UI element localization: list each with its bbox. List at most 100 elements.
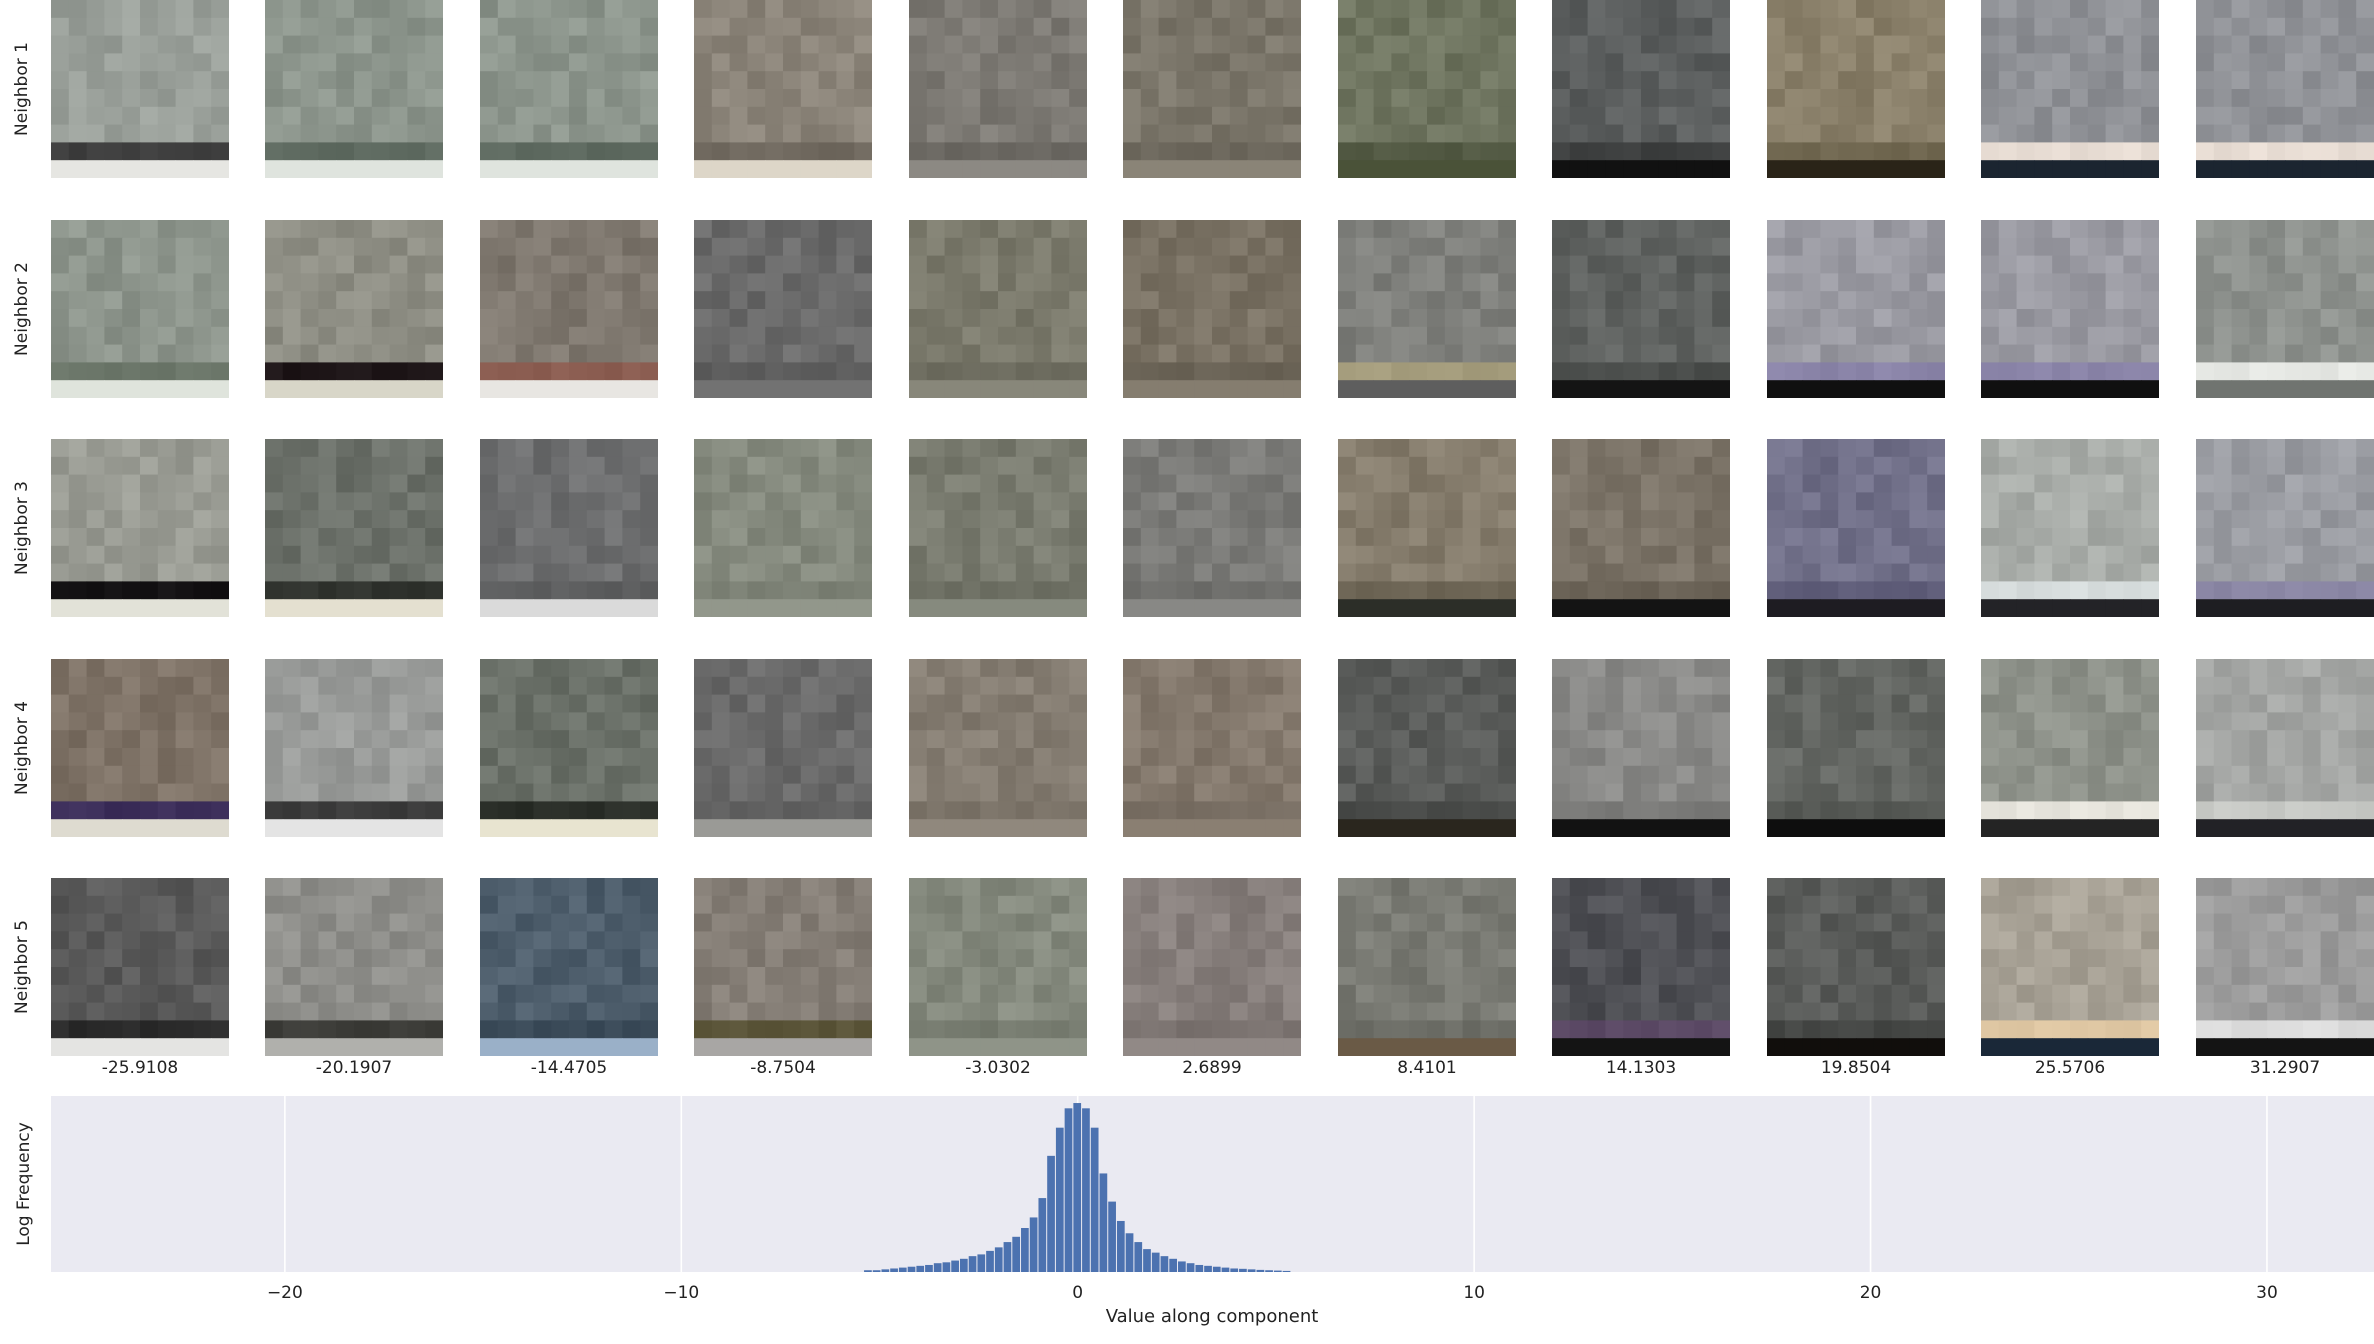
neighbor-patch bbox=[1552, 0, 1730, 178]
neighbor-patch bbox=[51, 439, 229, 617]
histogram-bar bbox=[1282, 1270, 1291, 1272]
histogram-bar bbox=[916, 1265, 925, 1272]
histogram-bar bbox=[1239, 1268, 1247, 1272]
x-tick-label: 20 bbox=[1860, 1283, 1882, 1303]
column-value-label: 31.2907 bbox=[2249, 1058, 2321, 1078]
neighbor-patch bbox=[51, 659, 229, 837]
histogram-bar bbox=[1134, 1242, 1143, 1272]
neighbor-patch bbox=[694, 0, 872, 178]
histogram-bar bbox=[959, 1258, 968, 1272]
histogram-bar bbox=[986, 1250, 994, 1272]
histogram-bar bbox=[1029, 1217, 1038, 1272]
neighbor-patch bbox=[694, 439, 872, 617]
neighbor-patch bbox=[1767, 878, 1945, 1056]
neighbor-patch bbox=[1552, 439, 1730, 617]
histogram-bar bbox=[898, 1267, 907, 1272]
neighbor-patch bbox=[480, 878, 658, 1056]
histogram-bar bbox=[1125, 1233, 1134, 1272]
neighbor-row-label: Neighbor 3 bbox=[12, 481, 32, 575]
x-tick-label: 30 bbox=[2256, 1283, 2278, 1303]
column-value-label: 19.8504 bbox=[1820, 1058, 1892, 1078]
neighbor-patch bbox=[694, 878, 872, 1056]
neighbor-row-label: Neighbor 4 bbox=[12, 701, 32, 795]
neighbor-patch bbox=[1338, 659, 1516, 837]
neighbor-row-label: Neighbor 1 bbox=[12, 42, 32, 136]
histogram-bar bbox=[1021, 1228, 1029, 1272]
neighbor-row-label: Neighbor 2 bbox=[12, 262, 32, 356]
histogram-bar bbox=[1073, 1103, 1082, 1272]
column-value-label: -8.7504 bbox=[750, 1058, 816, 1078]
x-tick-label: 10 bbox=[1463, 1283, 1485, 1303]
y-axis-label: Log Frequency bbox=[14, 1122, 34, 1246]
neighbor-patch bbox=[1552, 659, 1730, 837]
histogram-bar bbox=[907, 1266, 916, 1272]
column-value-label: 8.4101 bbox=[1397, 1058, 1457, 1078]
histogram-bar bbox=[1003, 1242, 1012, 1272]
neighbor-patch bbox=[2196, 659, 2374, 837]
neighbor-patch bbox=[265, 878, 443, 1056]
neighbor-patch bbox=[1552, 878, 1730, 1056]
histogram-bar bbox=[994, 1247, 1003, 1272]
histogram-bar bbox=[1064, 1108, 1073, 1272]
histogram-bar bbox=[881, 1269, 890, 1272]
neighbor-patch bbox=[480, 659, 658, 837]
neighbor-patch bbox=[1338, 220, 1516, 398]
neighbor-patch bbox=[1123, 878, 1301, 1056]
neighbor-patch bbox=[694, 659, 872, 837]
neighbor-patch bbox=[1123, 439, 1301, 617]
neighbor-patch bbox=[480, 0, 658, 178]
neighbor-patch bbox=[1123, 220, 1301, 398]
neighbor-patch bbox=[909, 659, 1087, 837]
neighbor-patch bbox=[1981, 439, 2159, 617]
histogram-bar bbox=[1195, 1264, 1204, 1272]
column-value-label: -20.1907 bbox=[315, 1058, 393, 1078]
histogram-bar bbox=[1178, 1261, 1186, 1272]
neighbor-patch bbox=[1981, 0, 2159, 178]
histogram-bar bbox=[1273, 1270, 1282, 1272]
neighbor-patch bbox=[1123, 659, 1301, 837]
x-tick-label: −10 bbox=[663, 1283, 699, 1303]
neighbor-patch bbox=[1767, 0, 1945, 178]
column-value-label: -25.9108 bbox=[101, 1058, 179, 1078]
column-value-label: 14.1303 bbox=[1605, 1058, 1677, 1078]
histogram-bar bbox=[1256, 1269, 1265, 1272]
x-axis-label: Value along component bbox=[1106, 1306, 1319, 1327]
neighbor-patch bbox=[51, 220, 229, 398]
histogram-bar bbox=[1047, 1155, 1055, 1272]
neighbor-patch bbox=[1123, 0, 1301, 178]
histogram-bar bbox=[933, 1263, 942, 1272]
neighbor-patch bbox=[2196, 0, 2374, 178]
neighbor-patch bbox=[2196, 439, 2374, 617]
column-value-label: -14.4705 bbox=[530, 1058, 608, 1078]
neighbor-patch bbox=[909, 439, 1087, 617]
neighbor-patch bbox=[51, 878, 229, 1056]
neighbor-patch bbox=[1981, 878, 2159, 1056]
histogram-bar bbox=[1012, 1236, 1021, 1272]
histogram-bar bbox=[1160, 1256, 1169, 1272]
histogram-bar bbox=[864, 1270, 872, 1272]
histogram-bar bbox=[1082, 1108, 1090, 1272]
histogram-bar bbox=[1186, 1263, 1195, 1272]
column-value-label: 2.6899 bbox=[1182, 1058, 1242, 1078]
neighbor-patch bbox=[1338, 878, 1516, 1056]
histogram-bar bbox=[1055, 1127, 1064, 1272]
neighbor-patch bbox=[1767, 659, 1945, 837]
histogram-bar bbox=[942, 1262, 951, 1272]
neighbor-patch bbox=[1552, 220, 1730, 398]
neighbor-patch bbox=[51, 0, 229, 178]
neighbor-patch bbox=[480, 220, 658, 398]
neighbor-patch bbox=[480, 439, 658, 617]
neighbor-patch bbox=[2196, 878, 2374, 1056]
histogram-bar bbox=[1212, 1266, 1221, 1272]
neighbor-patch bbox=[1338, 0, 1516, 178]
neighbor-patch bbox=[1767, 220, 1945, 398]
histogram-bar bbox=[1169, 1258, 1178, 1272]
neighbor-patch bbox=[265, 439, 443, 617]
histogram-bar bbox=[890, 1268, 898, 1272]
neighbor-patch bbox=[694, 220, 872, 398]
histogram-bar bbox=[977, 1254, 986, 1272]
histogram-chart: −20 −10 0 10 20 30 Log Frequency Value along … bbox=[14, 1096, 2374, 1327]
histogram-bar bbox=[1204, 1265, 1212, 1272]
histogram-bar bbox=[951, 1260, 959, 1272]
neighbor-patch bbox=[2196, 220, 2374, 398]
